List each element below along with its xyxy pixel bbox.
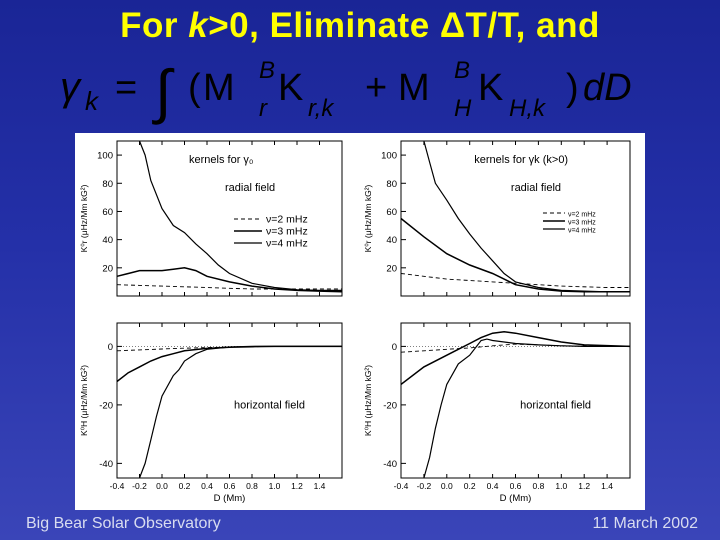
formula-term2-M-sub: H bbox=[454, 95, 472, 122]
y-tick-label-top-right: 20 bbox=[386, 263, 397, 274]
formula-gamma: γ bbox=[60, 65, 82, 109]
series-line-bottom-left-4mhz bbox=[138, 345, 342, 479]
series-line-bottom-right-3mhz bbox=[400, 331, 631, 385]
y-tick-label-top-left: 60 bbox=[102, 207, 113, 218]
y-tick-label-top-left: 100 bbox=[97, 151, 113, 162]
y-tick-label-top-left: 40 bbox=[102, 235, 113, 246]
x-tick-label-bottom-left: -0.2 bbox=[132, 481, 147, 491]
y-tick-label-top-right: 80 bbox=[386, 179, 397, 190]
x-axis-label-bottom-left: D (Mm) bbox=[214, 493, 246, 504]
legend-label-top-left: ν=3 mHz bbox=[266, 226, 308, 238]
series-line-bottom-right-2mhz bbox=[400, 343, 631, 353]
formula-close-paren: ) bbox=[566, 67, 579, 109]
formula-term1-M-sub: r bbox=[259, 95, 268, 122]
formula-gamma-sub: k bbox=[85, 86, 100, 116]
series-line-top-left-2mhz bbox=[116, 284, 342, 290]
slide-title: For k>0, Eliminate ΔT/T, and bbox=[0, 6, 720, 46]
formula-term1-M-super: B bbox=[259, 57, 275, 84]
series-line-top-left-4mhz bbox=[138, 140, 342, 291]
kernel-figure: 20 40 60 80 100 K⁰r (μHz/Mm kG²) kernels for γ… bbox=[75, 133, 645, 510]
series-line-top-left-3mhz bbox=[116, 267, 343, 293]
x-tick-label-bottom-right: -0.4 bbox=[394, 481, 409, 491]
x-axis-label-bottom-right: D (Mm) bbox=[500, 493, 532, 504]
annotation-bottom-right: horizontal field bbox=[520, 399, 591, 411]
formula-differential: dD bbox=[583, 67, 632, 109]
y-tick-label-bottom-right: -20 bbox=[383, 400, 397, 411]
formula-term2-K-sub: H,k bbox=[509, 95, 547, 122]
annotation-top-left: radial field bbox=[225, 182, 275, 194]
legend-label-top-left: ν=2 mHz bbox=[266, 214, 308, 226]
y-tick-label-bottom-left: -20 bbox=[99, 400, 113, 411]
footer-org: Big Bear Solar Observatory bbox=[26, 515, 221, 532]
legend-label-top-left: ν=4 mHz bbox=[266, 238, 308, 250]
y-tick-label-bottom-left: 0 bbox=[108, 342, 113, 353]
y-axis-label-bottom-right: K⁰H (μHz/Mm kG²) bbox=[363, 365, 373, 436]
series-line-top-right-4mhz bbox=[423, 140, 630, 293]
formula-integral: ∫ bbox=[152, 58, 175, 125]
y-axis-label-top-left: K⁰r (μHz/Mm kG²) bbox=[79, 184, 89, 252]
x-tick-label-bottom-right: 1.4 bbox=[601, 481, 613, 491]
annotation-top-right: radial field bbox=[511, 182, 561, 194]
x-tick-label-bottom-right: 0.0 bbox=[441, 481, 453, 491]
y-axis-label-top-right: K⁰r (μHz/Mm kG²) bbox=[363, 184, 373, 252]
y-tick-label-bottom-right: 0 bbox=[392, 342, 397, 353]
x-tick-label-bottom-left: 1.0 bbox=[269, 481, 281, 491]
legend-label-top-right: ν=4 mHz bbox=[568, 228, 596, 235]
x-tick-label-bottom-right: -0.2 bbox=[417, 481, 432, 491]
annotation-top-right: kernels for γk (k>0) bbox=[474, 154, 568, 166]
x-tick-label-bottom-right: 1.0 bbox=[555, 481, 567, 491]
title-prefix: For bbox=[120, 6, 189, 45]
formula-plus: + bbox=[365, 67, 387, 109]
formula-term1-K-sub: r,k bbox=[308, 95, 335, 122]
x-tick-label-bottom-right: 0.2 bbox=[464, 481, 476, 491]
y-tick-label-top-right: 40 bbox=[386, 235, 397, 246]
x-tick-label-bottom-left: -0.4 bbox=[110, 481, 125, 491]
x-tick-label-bottom-right: 1.2 bbox=[578, 481, 590, 491]
formula-open-paren: ( bbox=[188, 67, 201, 109]
x-tick-label-bottom-left: 1.4 bbox=[314, 481, 326, 491]
legend-label-top-right: ν=3 mHz bbox=[568, 220, 596, 227]
y-tick-label-bottom-left: -40 bbox=[99, 459, 113, 470]
formula-term2-M-super: B bbox=[454, 57, 470, 84]
title-suffix: >0, Eliminate ΔT/T, and bbox=[208, 6, 600, 45]
annotation-top-left: kernels for γ₀ bbox=[189, 154, 253, 166]
series-line-top-right-2mhz bbox=[400, 273, 630, 288]
y-tick-label-top-left: 20 bbox=[102, 263, 113, 274]
series-line-bottom-right-4mhz bbox=[423, 338, 630, 479]
formula-term1-M: M bbox=[203, 67, 235, 109]
gamma-k-formula: γ k = ∫ ( M B r K r,k + M B H K H,k ) dD bbox=[60, 57, 632, 125]
x-tick-label-bottom-left: 0.0 bbox=[156, 481, 168, 491]
x-tick-label-bottom-left: 0.4 bbox=[201, 481, 213, 491]
formula-term1-K: K bbox=[278, 67, 303, 109]
x-tick-label-bottom-right: 0.6 bbox=[510, 481, 522, 491]
annotation-bottom-left: horizontal field bbox=[234, 399, 305, 411]
x-tick-label-bottom-right: 0.4 bbox=[487, 481, 499, 491]
legend-label-top-right: ν=2 mHz bbox=[568, 212, 596, 219]
x-tick-label-bottom-left: 1.2 bbox=[291, 481, 303, 491]
y-tick-label-top-left: 80 bbox=[102, 179, 113, 190]
x-tick-label-bottom-left: 0.6 bbox=[224, 481, 236, 491]
x-tick-label-bottom-left: 0.2 bbox=[179, 481, 191, 491]
x-tick-label-bottom-right: 0.8 bbox=[532, 481, 544, 491]
title-k: k bbox=[188, 6, 209, 45]
series-line-bottom-left-3mhz bbox=[116, 345, 342, 383]
y-tick-label-top-right: 100 bbox=[381, 151, 397, 162]
formula-equals: = bbox=[115, 67, 137, 109]
y-tick-label-top-right: 60 bbox=[386, 207, 397, 218]
y-axis-label-bottom-left: K⁰H (μHz/Mm kG²) bbox=[79, 365, 89, 436]
y-tick-label-bottom-right: -40 bbox=[383, 459, 397, 470]
formula-term2-K: K bbox=[478, 67, 503, 109]
kernel-plots-svg: 20 40 60 80 100 K⁰r (μHz/Mm kG²) kernels for γ… bbox=[79, 140, 631, 504]
formula-term2-M: M bbox=[398, 67, 430, 109]
x-tick-label-bottom-left: 0.8 bbox=[246, 481, 258, 491]
footer-date: 11 March 2002 bbox=[592, 515, 698, 532]
